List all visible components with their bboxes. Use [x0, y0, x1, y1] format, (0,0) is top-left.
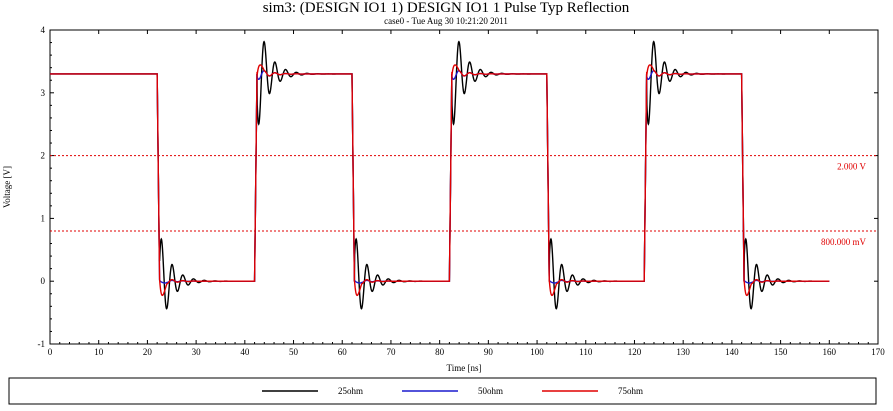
y-axis-label: Voltage [V]: [2, 166, 12, 208]
x-tick-label: 100: [530, 347, 544, 357]
x-tick-label: 110: [579, 347, 593, 357]
x-tick-label: 130: [676, 347, 690, 357]
y-tick-label: 4: [41, 25, 46, 35]
x-axis: 0 10 20 30 40 50 60 70 80 90 100 110 120 130 140 150 160…: [48, 30, 885, 357]
x-tick-label: 50: [289, 347, 299, 357]
reference-line-label: 2.000 V: [837, 162, 866, 172]
legend-label: 50ohm: [478, 386, 503, 396]
x-tick-label: 150: [774, 347, 788, 357]
x-tick-label: 20: [143, 347, 153, 357]
legend-label: 25ohm: [338, 386, 363, 396]
x-axis-label: Time [ns]: [447, 363, 482, 373]
reference-line-label: 800.000 mV: [821, 237, 867, 247]
legend-box: [8, 377, 877, 405]
x-tick-label: 60: [338, 347, 348, 357]
legend: 25ohm 50ohm 75ohm: [262, 386, 643, 396]
x-tick-label: 40: [240, 347, 250, 357]
x-tick-label: 70: [386, 347, 396, 357]
y-tick-label: -1: [38, 339, 46, 349]
reference-lines: 2.000 V 800.000 mV: [50, 155, 878, 247]
x-tick-label: 170: [871, 347, 885, 357]
y-tick-label: 0: [41, 276, 46, 286]
y-tick-label: 1: [41, 213, 46, 223]
x-tick-label: 80: [435, 347, 445, 357]
x-tick-label: 140: [725, 347, 739, 357]
y-tick-label: 2: [41, 151, 46, 161]
plot-frame: [49, 29, 879, 345]
y-axis: -1 0 1 2 3 4: [38, 25, 878, 349]
x-tick-label: 120: [628, 347, 642, 357]
chart-title: sim3: (DESIGN IO1 1) DESIGN IO1 1 Pulse …: [263, 0, 630, 16]
x-tick-label: 30: [192, 347, 202, 357]
x-tick-label: 10: [94, 347, 104, 357]
x-tick-label: 90: [484, 347, 494, 357]
series-lines: [50, 40, 830, 310]
chart-subtitle: case0 - Tue Aug 30 10:21:20 2011: [384, 16, 508, 26]
x-tick-label: 0: [48, 347, 53, 357]
series-line-50ohm: [50, 70, 830, 284]
legend-label: 75ohm: [618, 386, 643, 396]
y-tick-label: 3: [41, 88, 46, 98]
series-line-75ohm: [50, 64, 830, 297]
x-tick-label: 160: [823, 347, 837, 357]
series-line-25ohm: [50, 40, 830, 310]
